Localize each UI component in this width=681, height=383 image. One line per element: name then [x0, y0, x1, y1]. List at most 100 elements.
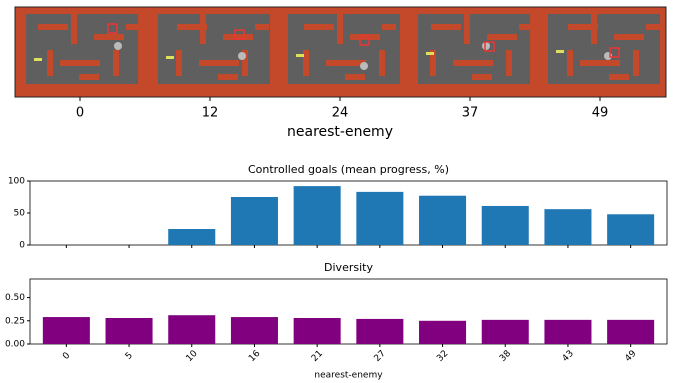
maze-wall: [79, 74, 99, 80]
maze-floor: [158, 14, 270, 84]
x-tick-label: 32: [435, 349, 450, 364]
goal-item: [238, 52, 246, 60]
goal-item: [482, 42, 490, 50]
y-tick-label: 0.25: [5, 316, 25, 326]
x-tick-label: 27: [373, 349, 388, 364]
maze-wall: [255, 24, 269, 30]
maze-wall: [519, 24, 533, 30]
key-item: [426, 52, 434, 55]
goal-item: [114, 42, 122, 50]
maze-wall: [38, 24, 68, 30]
y-tick-label: 50: [14, 209, 26, 219]
key-item: [166, 56, 174, 59]
maze-wall: [487, 34, 517, 40]
strip-tick-label: 0: [76, 106, 84, 121]
maze-wall: [242, 50, 248, 76]
bar: [356, 191, 404, 245]
y-tick-label: 0.50: [5, 293, 25, 303]
x-tick-label: 43: [561, 349, 576, 364]
maze-wall: [71, 14, 77, 44]
x-tick-label: 38: [498, 349, 513, 364]
bar: [293, 318, 341, 344]
x-tick-label: 5: [124, 351, 135, 362]
strip-tick-label: 12: [202, 106, 219, 121]
maze-wall: [430, 50, 436, 76]
door: [609, 47, 620, 58]
maze-wall: [176, 50, 182, 76]
maze-wall: [177, 24, 207, 30]
key-item: [556, 50, 564, 53]
bar: [544, 209, 592, 245]
door: [234, 29, 245, 40]
bar: [544, 319, 592, 344]
maze-wall: [350, 34, 380, 40]
strip-tick-label: 24: [332, 106, 349, 121]
maze-wall: [218, 74, 238, 80]
maze-wall: [94, 34, 124, 40]
goal-item: [360, 62, 368, 70]
axes-frame: [29, 278, 668, 345]
bar: [42, 317, 90, 344]
maze-panels: [26, 14, 660, 84]
x-tick-label: 49: [623, 349, 638, 364]
maze-wall: [614, 34, 644, 40]
x-tick-label: 10: [185, 349, 200, 364]
maze-wall: [326, 60, 366, 66]
maze-wall: [113, 50, 119, 76]
maze-wall: [568, 24, 598, 30]
maze-wall: [337, 14, 343, 44]
maze-wall: [47, 50, 53, 76]
bar: [419, 320, 467, 344]
maze-wall: [382, 24, 396, 30]
door: [359, 35, 370, 46]
goal-item: [604, 52, 612, 60]
maze-wall: [303, 50, 309, 76]
maze-wall: [567, 50, 573, 76]
bar: [105, 318, 153, 344]
maze-floor: [548, 14, 660, 84]
bar: [168, 315, 216, 344]
bar: [230, 197, 278, 245]
y-tick-label: 0.00: [5, 340, 25, 350]
door: [484, 41, 495, 52]
maze-wall: [646, 24, 660, 30]
bar: [481, 205, 529, 245]
maze-wall: [200, 14, 206, 44]
y-tick-label: 0: [19, 241, 25, 251]
chart-title: Diversity: [324, 261, 373, 274]
maze-wall: [633, 50, 639, 76]
bar: [607, 319, 655, 344]
maze-wall: [379, 50, 385, 76]
strip-xlabel: nearest-enemy: [287, 124, 393, 140]
bar: [293, 186, 341, 245]
maze-wall: [304, 24, 334, 30]
bar: [168, 229, 216, 245]
maze-wall: [126, 24, 140, 30]
maze-wall: [223, 34, 253, 40]
maze-wall: [591, 14, 597, 44]
door: [107, 23, 118, 34]
strip-tick-label: 49: [592, 106, 609, 121]
x-tick-label: 0: [61, 351, 72, 362]
maze-wall: [453, 60, 493, 66]
bar: [230, 317, 278, 344]
maze-wall: [506, 50, 512, 76]
maze-wall: [345, 74, 365, 80]
maze-wall: [472, 74, 492, 80]
bar: [356, 318, 404, 344]
key-item: [296, 54, 304, 57]
bar: [419, 195, 467, 245]
maze-wall: [609, 74, 629, 80]
key-item: [34, 58, 42, 61]
x-tick-label: 21: [310, 349, 325, 364]
y-tick-label: 100: [8, 177, 25, 187]
bar: [481, 319, 529, 344]
maze-wall: [431, 24, 461, 30]
maze-wall: [60, 60, 100, 66]
strip-tick-label: 37: [462, 106, 479, 121]
x-axis-label: nearest-enemy: [314, 371, 383, 381]
chart-title: Controlled goals (mean progress, %): [248, 163, 449, 176]
maze-wall: [464, 14, 470, 44]
maze-wall: [580, 60, 620, 66]
